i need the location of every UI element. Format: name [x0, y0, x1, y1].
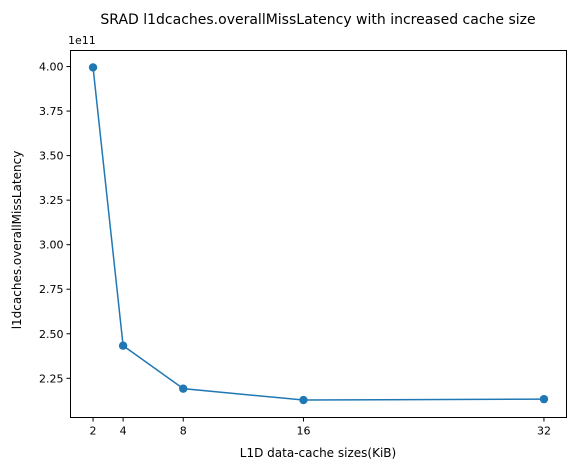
- y-tick-label: 3.75: [39, 105, 64, 118]
- axis-ticks: 2 4 8 16 32 2.25 2.50 2.75 3.00 3.25 3.50 3.75 4.00: [39, 61, 551, 438]
- data-point: [299, 395, 308, 405]
- data-point: [179, 384, 188, 393]
- y-tick-label: 3.25: [39, 194, 64, 207]
- x-tick-label: 2: [90, 425, 97, 438]
- data-point: [118, 341, 128, 350]
- series-line: [92, 67, 544, 401]
- y-axis-label: l1dcaches.overallMissLatency: [10, 151, 24, 330]
- y-tick-label: 2.50: [39, 328, 64, 341]
- y-offset-label: 1e11: [68, 34, 96, 47]
- x-tick-label: 32: [537, 425, 551, 438]
- chart-title: SRAD l1dcaches.overallMissLatency with i…: [100, 12, 535, 28]
- plot-area-frame: [70, 50, 567, 418]
- y-tick-label: 3.00: [39, 239, 64, 252]
- y-tick-label: 3.50: [39, 150, 64, 163]
- y-tick-label: 4.00: [39, 61, 64, 74]
- series-line-group: [88, 63, 549, 405]
- y-tick-label: 2.25: [39, 372, 64, 385]
- data-point: [539, 394, 549, 404]
- x-axis-label: L1D data-cache sizes(KiB): [240, 446, 396, 460]
- x-tick-label: 16: [296, 425, 310, 438]
- y-tick-label: 2.75: [39, 283, 64, 296]
- x-tick-label: 4: [120, 425, 127, 438]
- x-tick-label: 8: [180, 425, 187, 438]
- data-point: [88, 63, 98, 72]
